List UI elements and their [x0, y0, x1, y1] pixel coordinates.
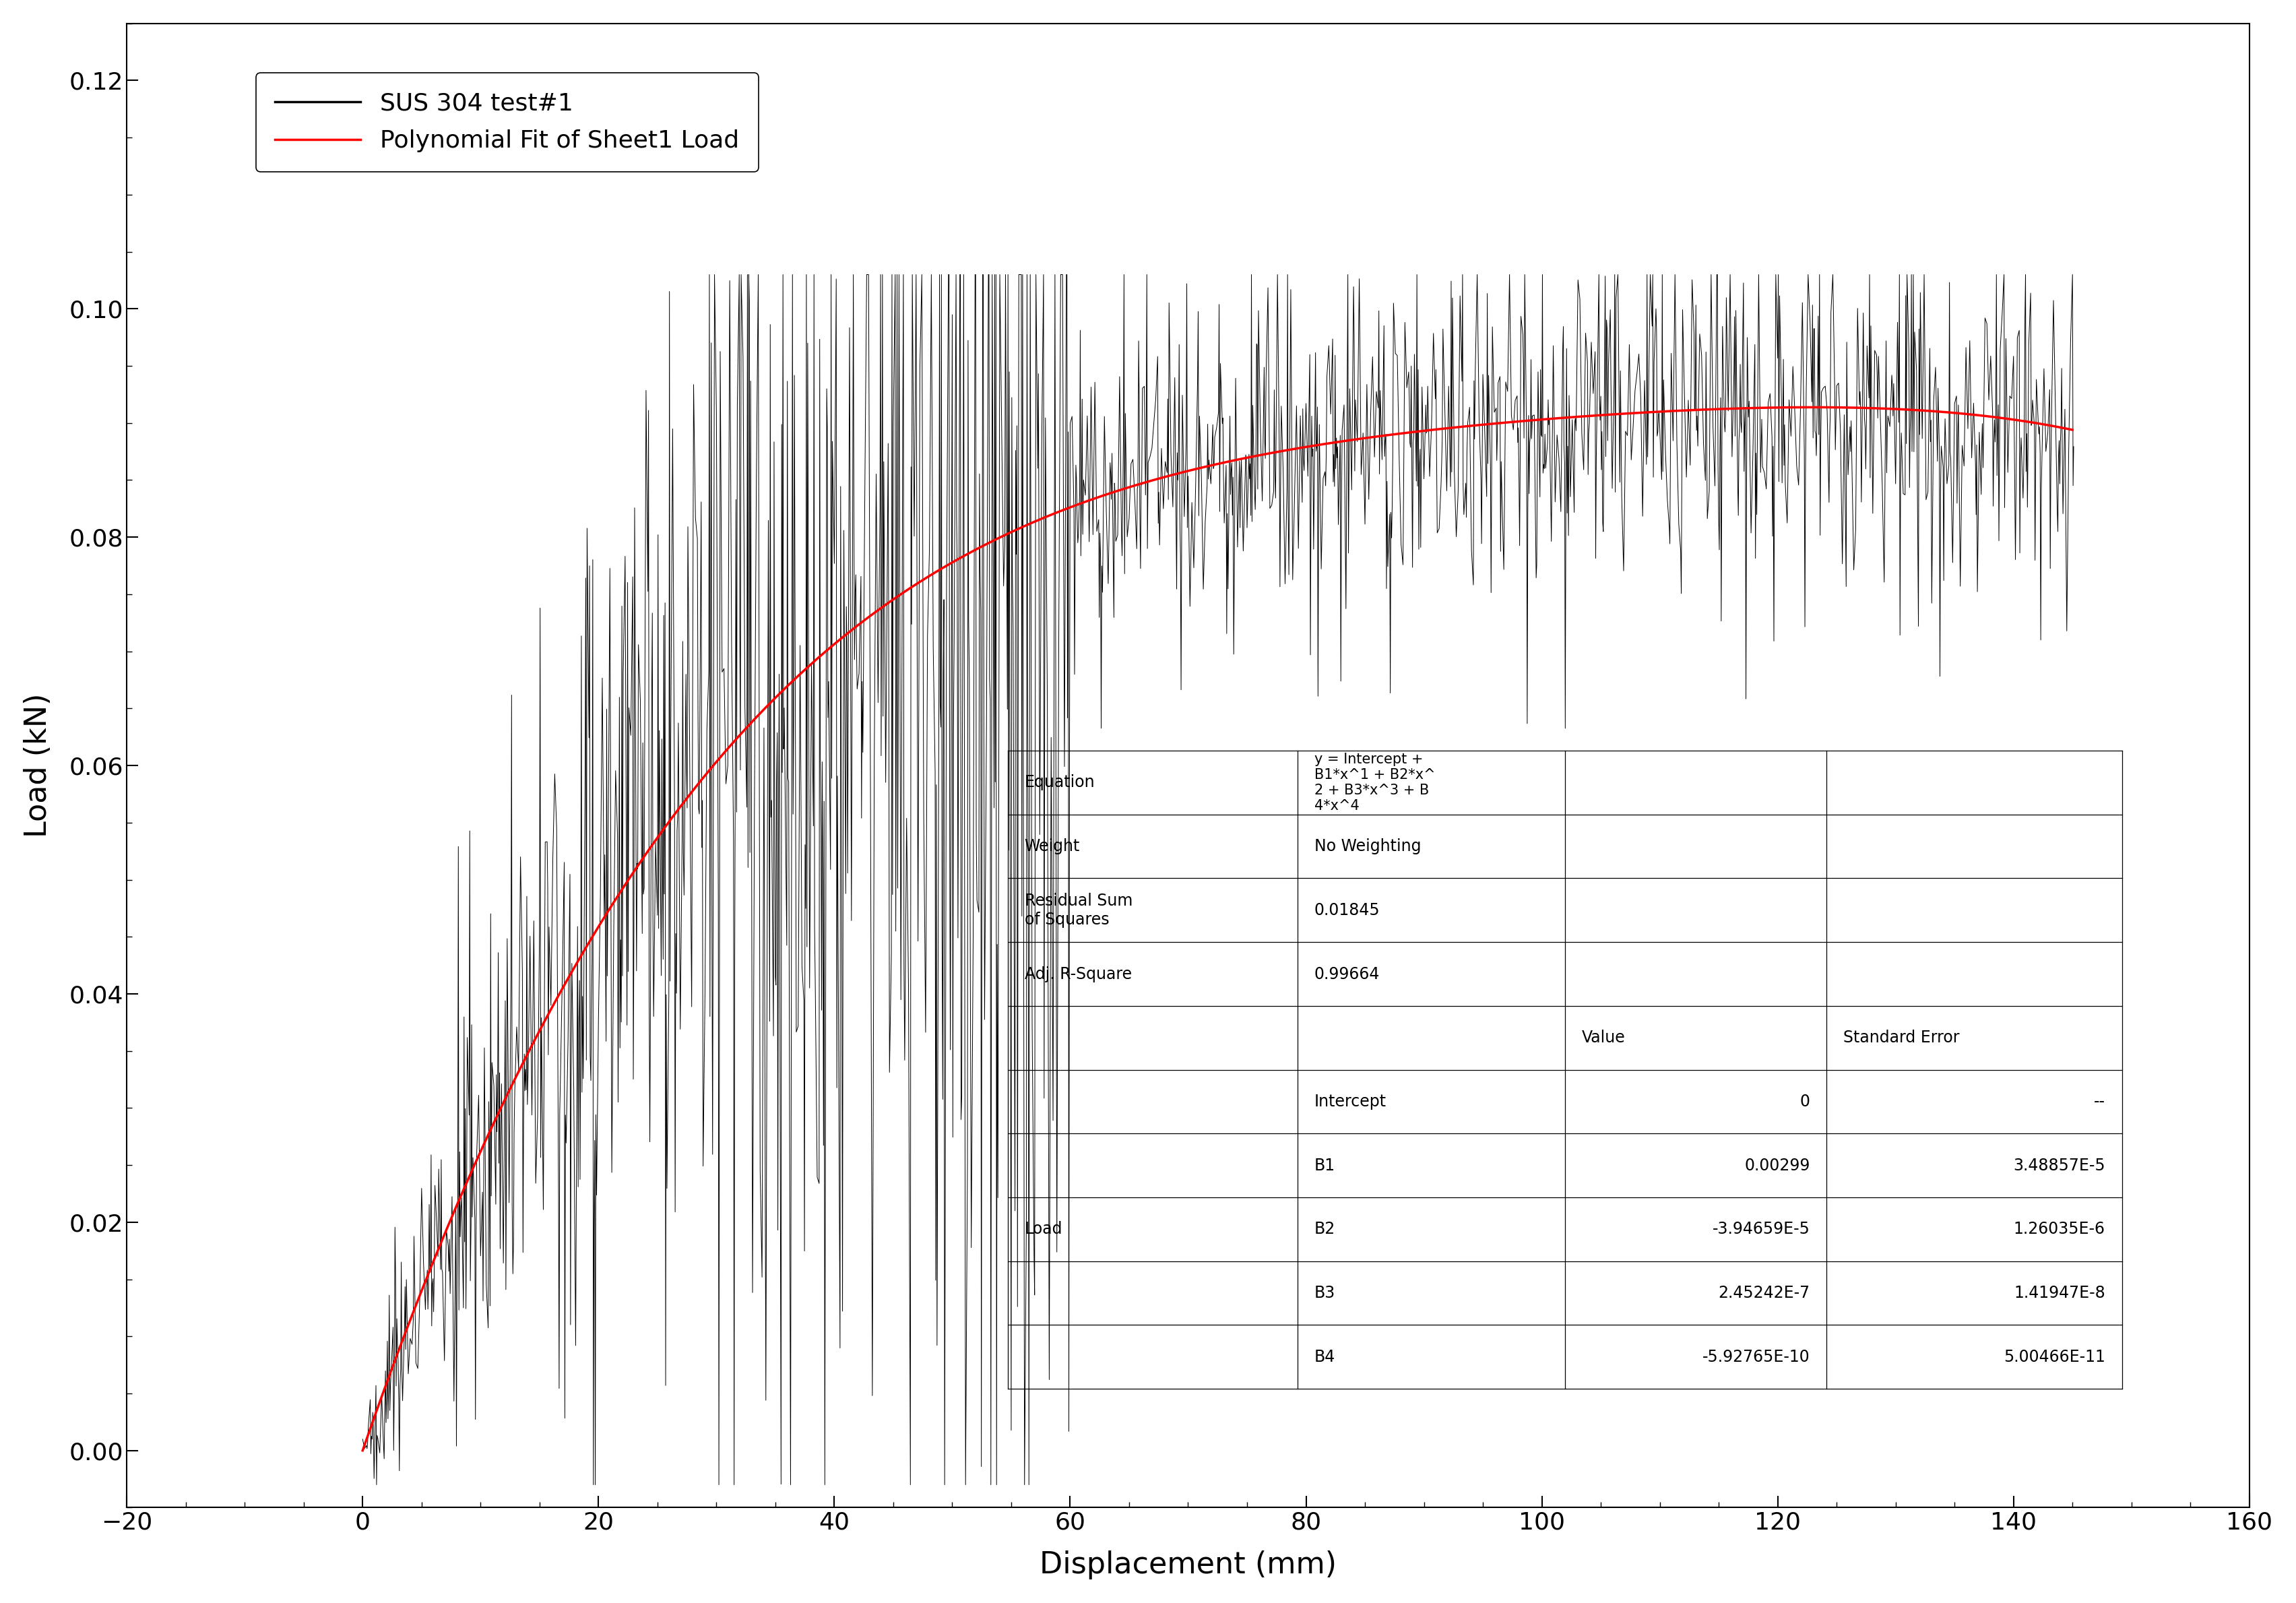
Legend: SUS 304 test#1, Polynomial Fit of Sheet1 Load: SUS 304 test#1, Polynomial Fit of Sheet1…: [255, 72, 758, 172]
X-axis label: Displacement (mm): Displacement (mm): [1040, 1550, 1336, 1579]
Y-axis label: Load (kN): Load (kN): [23, 692, 53, 838]
